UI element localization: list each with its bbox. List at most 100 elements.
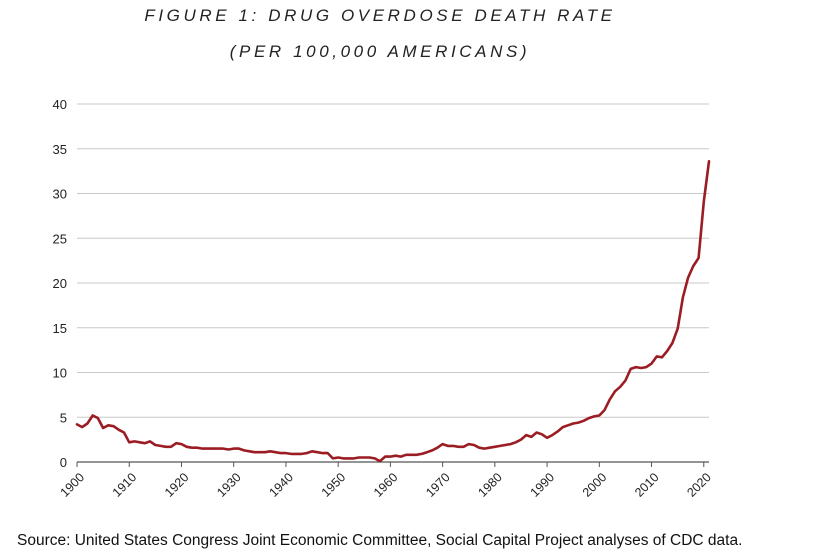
data-point-1948 bbox=[327, 452, 329, 454]
data-point-1919 bbox=[175, 442, 177, 444]
y-tick-label: 15 bbox=[53, 321, 67, 336]
data-point-1937 bbox=[269, 450, 271, 452]
data-point-1977 bbox=[478, 447, 480, 449]
data-point-2012 bbox=[661, 356, 663, 358]
data-point-1906 bbox=[107, 424, 109, 426]
data-point-1952 bbox=[347, 457, 349, 459]
data-point-1985 bbox=[520, 438, 522, 440]
data-point-1966 bbox=[421, 453, 423, 455]
series-layer bbox=[75, 160, 711, 463]
data-point-1987 bbox=[530, 436, 532, 438]
data-point-1949 bbox=[332, 457, 334, 459]
y-tick-label: 30 bbox=[53, 187, 67, 202]
data-point-1970 bbox=[441, 443, 443, 445]
data-point-1931 bbox=[238, 447, 240, 449]
data-point-1904 bbox=[97, 417, 99, 419]
overdose-rate-series-line bbox=[75, 160, 711, 463]
data-point-1964 bbox=[410, 454, 412, 456]
y-tick-label: 25 bbox=[53, 231, 67, 246]
data-point-1930 bbox=[233, 447, 235, 449]
data-point-1926 bbox=[212, 447, 214, 449]
data-point-1940 bbox=[285, 452, 287, 454]
data-point-1938 bbox=[274, 451, 276, 453]
data-point-1922 bbox=[191, 447, 193, 449]
data-point-1992 bbox=[556, 430, 558, 432]
data-point-1991 bbox=[551, 434, 553, 436]
data-point-1973 bbox=[457, 446, 459, 448]
data-point-1902 bbox=[86, 422, 88, 424]
data-point-1967 bbox=[426, 451, 428, 453]
data-point-1900 bbox=[76, 423, 78, 425]
data-point-1945 bbox=[311, 450, 313, 452]
data-point-1917 bbox=[165, 446, 167, 448]
data-point-1963 bbox=[405, 454, 407, 456]
data-point-1915 bbox=[154, 444, 156, 446]
y-tick-label: 20 bbox=[53, 276, 67, 291]
data-point-1969 bbox=[436, 447, 438, 449]
data-point-2014 bbox=[671, 342, 673, 344]
data-point-2003 bbox=[614, 390, 616, 392]
data-point-1958 bbox=[379, 460, 381, 462]
data-point-1990 bbox=[546, 437, 548, 439]
data-point-2008 bbox=[640, 367, 642, 369]
data-point-1980 bbox=[494, 446, 496, 448]
data-point-1921 bbox=[186, 446, 188, 448]
data-point-2002 bbox=[609, 398, 611, 400]
data-point-1946 bbox=[316, 451, 318, 453]
data-point-2004 bbox=[619, 386, 621, 388]
data-point-1905 bbox=[102, 427, 104, 429]
data-point-2018 bbox=[692, 265, 694, 267]
data-point-1928 bbox=[222, 447, 224, 449]
x-tick-label: 1960 bbox=[371, 470, 401, 500]
data-point-1994 bbox=[567, 424, 569, 426]
y-tick-label: 40 bbox=[53, 97, 67, 112]
x-tick-label: 1950 bbox=[319, 470, 349, 500]
data-point-1959 bbox=[384, 455, 386, 457]
data-point-1935 bbox=[259, 451, 261, 453]
data-point-1996 bbox=[577, 421, 579, 423]
data-point-1962 bbox=[400, 455, 402, 457]
data-point-1997 bbox=[582, 420, 584, 422]
y-tick-label: 10 bbox=[53, 366, 67, 381]
data-point-1911 bbox=[133, 440, 135, 442]
data-point-1982 bbox=[504, 444, 506, 446]
data-point-1929 bbox=[227, 448, 229, 450]
data-point-1914 bbox=[149, 440, 151, 442]
y-tick-label: 35 bbox=[53, 142, 67, 157]
data-point-1983 bbox=[509, 443, 511, 445]
data-point-1925 bbox=[206, 447, 208, 449]
data-point-1944 bbox=[306, 452, 308, 454]
data-point-1903 bbox=[92, 414, 94, 416]
data-point-2009 bbox=[645, 366, 647, 368]
data-point-1984 bbox=[515, 441, 517, 443]
data-point-1920 bbox=[180, 443, 182, 445]
data-point-1939 bbox=[280, 452, 282, 454]
y-tick-label: 5 bbox=[60, 410, 67, 425]
data-point-1978 bbox=[483, 447, 485, 449]
data-point-1955 bbox=[363, 456, 365, 458]
data-point-1986 bbox=[525, 434, 527, 436]
data-point-1968 bbox=[431, 449, 433, 451]
x-tick-label: 1970 bbox=[423, 470, 453, 500]
data-point-1989 bbox=[541, 433, 543, 435]
data-point-1957 bbox=[374, 457, 376, 459]
y-tick-label: 0 bbox=[60, 455, 67, 470]
x-tick-label: 1940 bbox=[266, 470, 296, 500]
data-point-1909 bbox=[123, 431, 125, 433]
data-point-2016 bbox=[682, 296, 684, 298]
data-point-1993 bbox=[562, 426, 564, 428]
data-point-1988 bbox=[535, 431, 537, 433]
data-point-2006 bbox=[630, 368, 632, 370]
data-point-1927 bbox=[217, 447, 219, 449]
x-tick-label: 1910 bbox=[110, 470, 140, 500]
data-point-1953 bbox=[353, 457, 355, 459]
data-point-1912 bbox=[139, 441, 141, 443]
x-tick-label: 1980 bbox=[475, 470, 505, 500]
data-point-2000 bbox=[598, 414, 600, 416]
data-point-2015 bbox=[677, 327, 679, 329]
data-point-1916 bbox=[159, 445, 161, 447]
data-point-2001 bbox=[603, 409, 605, 411]
data-point-1941 bbox=[290, 453, 292, 455]
data-point-1998 bbox=[588, 417, 590, 419]
